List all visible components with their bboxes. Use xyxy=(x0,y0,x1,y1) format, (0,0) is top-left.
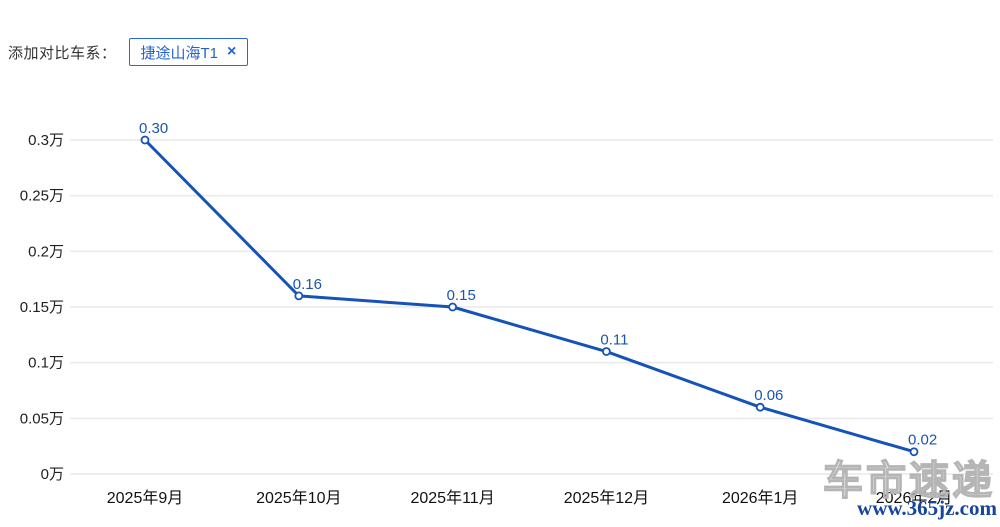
compare-series-label: 添加对比车系： xyxy=(8,44,117,62)
data-point[interactable] xyxy=(140,135,150,145)
x-tick-label: 2025年10月 xyxy=(256,489,341,507)
y-axis-tick-labels: 0万 0.05万 0.1万 0.15万 0.2万 0.25万 0.3万 xyxy=(20,132,64,483)
y-tick-label: 0.25万 xyxy=(20,188,64,205)
y-tick-label: 0万 xyxy=(41,466,64,483)
compare-series-bar: 添加对比车系： 捷途山海T1 × xyxy=(8,38,249,66)
x-tick-label: 2025年9月 xyxy=(107,489,184,507)
x-tick-label: 2026年2月 xyxy=(876,489,953,507)
data-point[interactable] xyxy=(909,447,919,457)
x-tick-label: 2026年1月 xyxy=(722,489,799,507)
data-point-label: 0.30 xyxy=(139,120,168,137)
y-tick-label: 0.15万 xyxy=(20,299,64,316)
x-tick-label: 2025年12月 xyxy=(564,489,649,507)
data-point[interactable] xyxy=(755,402,765,412)
data-point-label: 0.15 xyxy=(447,287,476,304)
x-tick-label: 2025年11月 xyxy=(410,489,494,507)
trend-line xyxy=(143,138,916,454)
data-point[interactable] xyxy=(602,347,611,356)
x-axis-tick-labels: 2025年9月 2025年10月 2025年11月 2025年12月 2026年1月 20… xyxy=(107,489,953,507)
y-tick-label: 0.3万 xyxy=(28,132,64,149)
data-point-label: 0.02 xyxy=(908,432,937,449)
close-icon[interactable]: × xyxy=(227,43,237,60)
data-point-label: 0.06 xyxy=(754,387,783,404)
series-chip[interactable]: 捷途山海T1 × xyxy=(128,38,249,66)
data-point-labels-group: 0.30 0.16 0.15 0.11 0.06 0.02 xyxy=(139,120,937,449)
series-chip-label: 捷途山海T1 xyxy=(140,44,219,62)
data-point[interactable] xyxy=(294,291,304,301)
data-points-group xyxy=(140,135,919,457)
data-point-label: 0.16 xyxy=(293,276,322,293)
data-point[interactable] xyxy=(448,302,458,312)
trend-line-group xyxy=(143,138,916,454)
y-tick-label: 0.2万 xyxy=(28,243,64,260)
gridlines xyxy=(70,139,993,475)
y-tick-label: 0.05万 xyxy=(20,410,64,427)
data-point-label: 0.11 xyxy=(600,332,628,349)
y-tick-label: 0.1万 xyxy=(28,355,64,372)
